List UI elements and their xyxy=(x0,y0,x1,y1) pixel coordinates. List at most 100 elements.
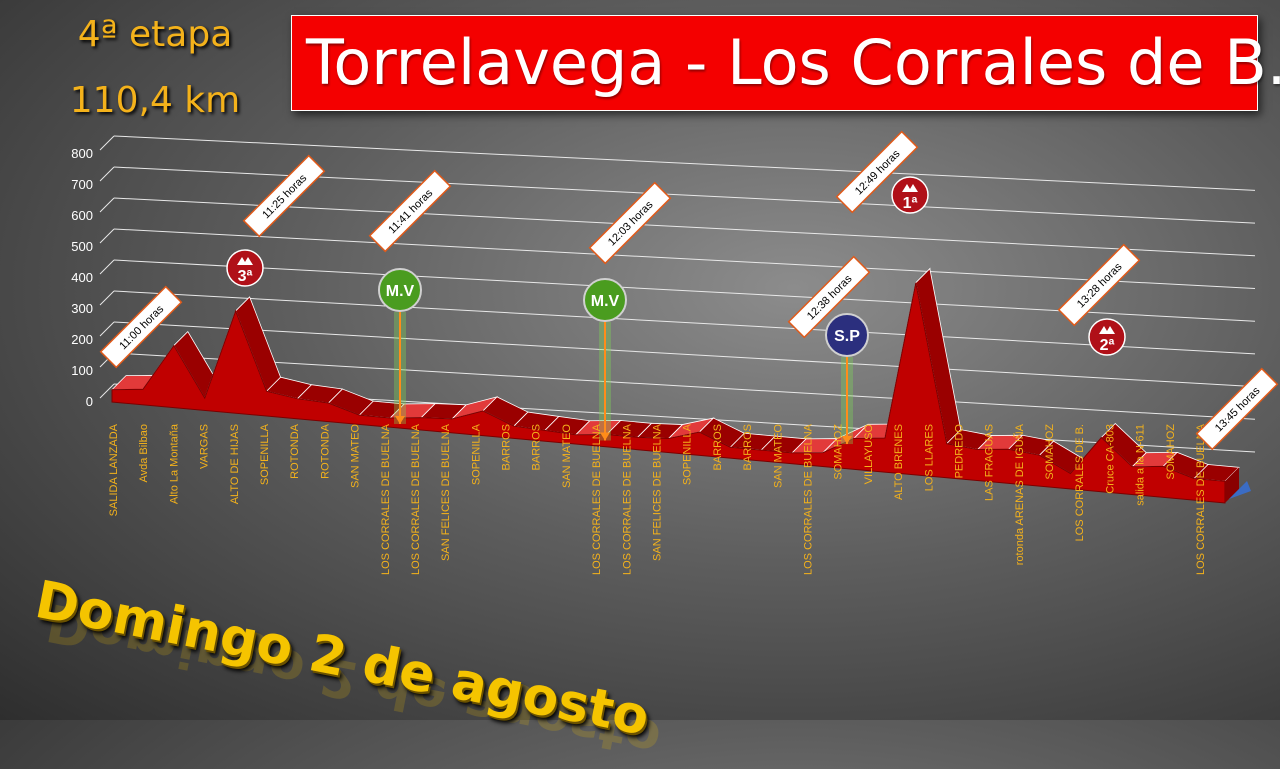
x-axis-label: ROTONDA xyxy=(319,423,331,478)
x-axis-label: SAN FELICES DE BUELNA xyxy=(652,423,664,561)
y-tick-label: 700 xyxy=(71,177,93,192)
y-tick-label: 600 xyxy=(71,208,93,223)
elevation-profile xyxy=(111,267,1251,504)
x-axis-label: SOMAHOZ xyxy=(833,424,845,480)
x-axis-labels: SALIDA LANZADA Avda Bilbao Alto La Montaña… xyxy=(108,423,1207,575)
time-annotation: 11:41 horas xyxy=(368,169,452,253)
gridline xyxy=(113,321,1256,388)
x-axis-label: LOS CORRALES DE BUELNA xyxy=(380,423,392,575)
chart-floor-corner xyxy=(1229,481,1251,499)
y-tick-label: 100 xyxy=(71,363,93,378)
x-axis-label: BARROS xyxy=(712,424,724,470)
y-tick-label: 200 xyxy=(71,332,93,347)
x-axis-label: LAS FRAGUAS xyxy=(984,424,996,501)
marker-arrow-head xyxy=(395,415,405,424)
marker-arrow-head xyxy=(600,432,610,441)
time-annotation-box xyxy=(787,255,871,339)
x-axis-label: SAN FELICES DE BUELNA xyxy=(440,423,452,561)
x-axis-label: SOMAHOZ xyxy=(1044,424,1056,480)
marker-label: M.V xyxy=(591,293,620,310)
time-annotation-box xyxy=(1057,243,1141,327)
gridline-depth xyxy=(99,321,115,337)
gridline-depth xyxy=(99,259,115,275)
time-annotation-box xyxy=(1195,367,1279,451)
gridline xyxy=(113,290,1256,355)
y-tick-label: 0 xyxy=(86,394,93,409)
x-axis-label: Cruce CA-803 xyxy=(1104,424,1116,494)
time-annotation: 11:25 horas xyxy=(242,154,326,238)
gridline-depth xyxy=(99,290,115,306)
climb-category-label: 2ª xyxy=(1100,337,1115,354)
x-axis-label: LOS CORRALES DE BUELNA xyxy=(802,423,814,575)
marker-arrow-head xyxy=(842,436,852,445)
x-axis-label: SOPENILLA xyxy=(259,423,271,485)
gridline xyxy=(113,228,1256,289)
x-axis-label: SAN MATEO xyxy=(561,424,573,488)
x-axis-label: LOS CORRALES DE BUELNA xyxy=(1195,423,1207,575)
x-axis-label: LOS CORRALES DE B. xyxy=(1074,424,1086,541)
x-axis-label: Alto La Montaña xyxy=(168,423,180,504)
time-annotation-box xyxy=(242,154,326,238)
route-title: Torrelavega - Los Corrales de B. xyxy=(306,26,1280,99)
marker-label: S.P xyxy=(834,328,860,345)
time-annotation-box xyxy=(99,285,183,369)
x-axis-label: ALTO BRENES xyxy=(893,424,905,500)
profile-front-face xyxy=(111,282,1226,504)
y-tick-label: 500 xyxy=(71,239,93,254)
x-axis-label: BARROS xyxy=(531,424,543,470)
stage-distance: 110,4 km xyxy=(69,80,241,121)
climb-category-badge xyxy=(1088,318,1126,356)
gridline-depth xyxy=(99,135,115,151)
x-axis-label: LOS LLARES xyxy=(923,424,935,491)
profile-end-cap xyxy=(1225,467,1239,503)
mountain-bonus-badge xyxy=(378,268,422,312)
x-axis-label: VARGAS xyxy=(199,424,211,469)
mountain-icon xyxy=(237,257,253,265)
mountain-icon xyxy=(1099,326,1115,334)
x-axis-label: SAN MATEO xyxy=(350,424,362,488)
stage-number: 4ª etapa xyxy=(77,14,233,55)
mountain-icon xyxy=(902,184,918,192)
gridline-depth xyxy=(99,228,115,244)
x-axis-label: SOPENILLA xyxy=(682,423,694,485)
y-tick-label: 800 xyxy=(71,146,93,161)
gridline xyxy=(113,135,1256,191)
elevation-profile-chart: 0 100 200 300 400 500 600 700 800 SALIDA LANZADA… xyxy=(71,130,1279,575)
x-axis-label: SALIDA LANZADA xyxy=(108,423,120,516)
climb-markers: 3ª 1ª 2ª xyxy=(226,176,1126,356)
climb-category-label: 3ª xyxy=(238,268,253,285)
x-axis-label: salida a la N-611 xyxy=(1135,424,1147,506)
y-axis-ticks: 0 100 200 300 400 500 600 700 800 xyxy=(71,146,93,409)
x-axis-label: rotonda ARENAS DE IGUÑA xyxy=(1013,423,1026,565)
x-axis-label: VILLAYUSO xyxy=(863,424,875,485)
x-axis-label: SOMAHOZ xyxy=(1165,424,1177,480)
x-axis-label: LOS CORRALES DE BUELNA xyxy=(621,423,633,575)
x-axis-label: LOS CORRALES DE BUELNA xyxy=(591,423,603,575)
climb-category-label: 1ª xyxy=(903,195,918,212)
sprint-badge xyxy=(825,313,869,357)
x-axis-label: SOPENILLA xyxy=(470,423,482,485)
marker-label: M.V xyxy=(386,283,415,300)
x-axis-label: Avda Bilbao xyxy=(138,424,150,483)
x-axis-label: BARROS xyxy=(742,424,754,470)
x-axis-label: SAN MATEO xyxy=(772,424,784,488)
gridline xyxy=(113,197,1256,257)
time-annotation-box xyxy=(835,130,919,214)
climb-category-badge xyxy=(226,249,264,287)
gridline-depth xyxy=(99,166,115,182)
gridline-depth xyxy=(99,197,115,213)
gridline xyxy=(113,352,1256,420)
sprint-markers: M.V M.V S.P xyxy=(378,268,869,445)
x-axis-label: ROTONDA xyxy=(289,423,301,478)
title-banner: Torrelavega - Los Corrales de B. xyxy=(291,15,1280,111)
time-annotation-box xyxy=(588,181,672,265)
gridline-depth xyxy=(99,383,115,399)
x-axis-label: ALTO DE HIJAS xyxy=(229,424,241,504)
y-tick-label: 400 xyxy=(71,270,93,285)
y-tick-label: 300 xyxy=(71,301,93,316)
mountain-bonus-badge xyxy=(583,278,627,322)
climb-category-badge xyxy=(891,176,929,214)
time-annotation-box xyxy=(368,169,452,253)
x-axis-label: BARROS xyxy=(501,424,513,470)
x-axis-label: LOS CORRALES DE BUELNA xyxy=(410,423,422,575)
